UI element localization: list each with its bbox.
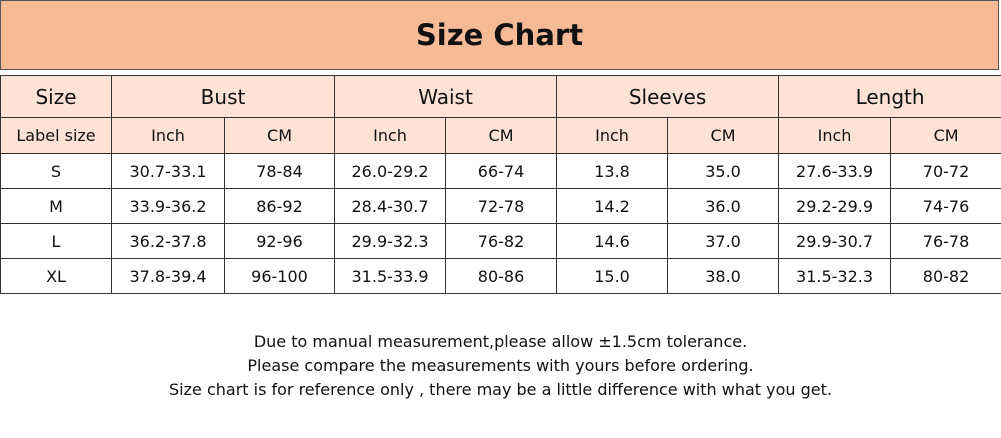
data-cell: 14.2 [556, 188, 669, 224]
data-cell: 15.0 [556, 258, 669, 294]
data-cell: 38.0 [667, 258, 780, 294]
subheader-cell: Inch [111, 117, 225, 154]
data-cell: 80-82 [890, 258, 1001, 294]
header-cell: Sleeves [556, 75, 780, 118]
data-row: XL 37.8-39.4 96-100 31.5-33.9 80-86 15.0 38.0 3… [0, 258, 1001, 294]
header-cell: Size [0, 75, 112, 118]
data-cell: 29.9-32.3 [334, 223, 447, 259]
subheader-cell: Inch [778, 117, 892, 154]
data-cell: 29.2-29.9 [778, 188, 892, 224]
header-row: Size Bust Waist Sleeves Length [0, 75, 1001, 118]
notes: Due to manual measurement,please allow ±… [0, 330, 1001, 402]
data-cell: 31.5-32.3 [778, 258, 892, 294]
data-cell: 33.9-36.2 [111, 188, 225, 224]
subheader-cell: CM [890, 117, 1001, 154]
note-line: Please compare the measurements with you… [247, 356, 754, 375]
subheader-cell: CM [223, 117, 336, 154]
data-cell: XL [0, 258, 112, 294]
data-cell: M [0, 188, 112, 224]
data-cell: 36.0 [667, 188, 780, 224]
data-cell: 86-92 [223, 188, 336, 224]
data-row: S 30.7-33.1 78-84 26.0-29.2 66-74 13.8 35.0 27.… [0, 153, 1001, 189]
data-cell: 80-86 [445, 258, 558, 294]
subheader-cell: Inch [556, 117, 669, 154]
header-cell: Bust [110, 75, 336, 118]
data-cell: 26.0-29.2 [334, 153, 447, 189]
data-cell: 31.5-33.9 [334, 258, 447, 294]
data-cell: 76-82 [445, 223, 558, 259]
data-cell: 66-74 [445, 153, 558, 189]
data-cell: L [0, 223, 112, 259]
data-cell: 72-78 [445, 188, 558, 224]
header-cell: Length [778, 75, 1001, 118]
data-cell: 29.9-30.7 [778, 223, 892, 259]
table-body: Size Bust Waist Sleeves Length Label size Inch… [0, 75, 1001, 294]
data-cell: 74-76 [890, 188, 1001, 224]
data-cell: 37.0 [667, 223, 780, 259]
subheader-cell: Inch [334, 117, 447, 154]
data-cell: 76-78 [890, 223, 1001, 259]
data-cell: 14.6 [556, 223, 669, 259]
data-row: L 36.2-37.8 92-96 29.9-32.3 76-82 14.6 37.0 29.… [0, 223, 1001, 259]
data-cell: 78-84 [223, 153, 336, 189]
data-cell: 92-96 [223, 223, 336, 259]
data-cell: 27.6-33.9 [778, 153, 892, 189]
data-cell: 35.0 [667, 153, 780, 189]
size-table: Size Bust Waist Sleeves Length Label size Inch… [0, 75, 1001, 294]
note-line: Due to manual measurement,please allow ±… [253, 332, 748, 351]
data-cell: S [0, 153, 112, 189]
data-cell: 96-100 [223, 258, 336, 294]
data-cell: 37.8-39.4 [111, 258, 225, 294]
subheader-row: Label size Inch CM Inch CM Inch CM Inch CM [0, 117, 1001, 154]
data-cell: 70-72 [890, 153, 1001, 189]
data-cell: 28.4-30.7 [334, 188, 447, 224]
data-cell: 30.7-33.1 [111, 153, 225, 189]
title: Size Chart [0, 0, 999, 70]
data-cell: 36.2-37.8 [111, 223, 225, 259]
data-cell: 13.8 [556, 153, 669, 189]
note-line: Size chart is for reference only , there… [169, 380, 832, 399]
subheader-cell: Label size [0, 117, 112, 154]
subheader-cell: CM [445, 117, 558, 154]
header-cell: Waist [334, 75, 558, 118]
subheader-cell: CM [667, 117, 780, 154]
data-row: M 33.9-36.2 86-92 28.4-30.7 72-78 14.2 36.0 29.… [0, 188, 1001, 224]
